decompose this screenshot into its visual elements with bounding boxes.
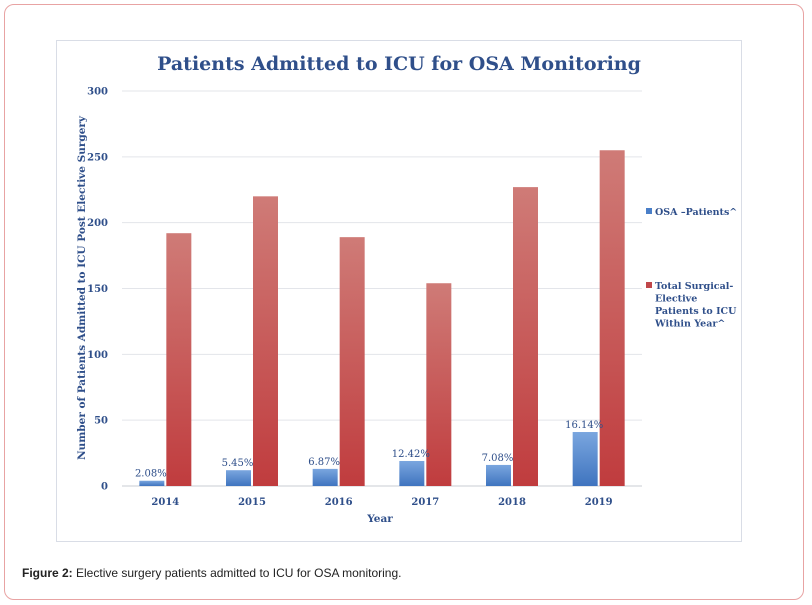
legend-swatch-total — [646, 282, 652, 288]
figure-caption: Figure 2: Elective surgery patients admi… — [22, 566, 402, 580]
bar-total-surgical — [426, 283, 452, 486]
data-label: 7.08% — [482, 453, 514, 464]
chart-title: Patients Admitted to ICU for OSA Monitor… — [157, 53, 641, 75]
y-tick-label: 100 — [87, 350, 108, 361]
x-tick-label: 2018 — [498, 497, 526, 508]
y-tick-label: 50 — [94, 416, 108, 427]
bar-osa-patients — [486, 464, 511, 486]
data-label: 2.08% — [135, 469, 167, 480]
caption-label: Figure 2: — [22, 566, 73, 580]
data-label: 6.87% — [308, 457, 340, 468]
data-label: 5.45% — [222, 458, 254, 469]
bar-total-surgical — [599, 150, 625, 486]
data-label: 12.42% — [392, 449, 430, 460]
bar-total-surgical — [513, 187, 538, 486]
caption-text: Elective surgery patients admitted to IC… — [76, 566, 402, 580]
bar-osa-patients — [399, 460, 425, 486]
bar-chart: Patients Admitted to ICU for OSA Monitor… — [76, 53, 737, 525]
y-tick-label: 300 — [87, 87, 108, 98]
x-tick-label: 2014 — [151, 497, 179, 508]
y-tick-label: 250 — [87, 152, 108, 163]
y-axis-title: Number of Patients Admitted to ICU Post … — [76, 115, 88, 460]
bar-osa-patients — [226, 470, 251, 486]
legend-label-total-line: Total Surgical- — [655, 281, 733, 292]
gridlines — [122, 90, 642, 487]
x-tick-label: 2019 — [585, 497, 613, 508]
bar-total-surgical — [339, 237, 365, 486]
legend-label-osa: OSA –Patients^ — [655, 207, 737, 218]
y-tick-label: 150 — [87, 284, 108, 295]
bar-total-surgical — [253, 196, 278, 487]
x-axis-title: Year — [366, 513, 393, 525]
y-tick-label: 200 — [87, 218, 108, 229]
bar-total-surgical — [166, 233, 192, 486]
bars — [139, 150, 625, 487]
legend-label-total-line: Within Year^ — [654, 319, 725, 330]
data-label: 16.14% — [565, 420, 603, 431]
x-tick-label: 2016 — [325, 497, 353, 508]
legend: OSA –Patients^ Total Surgical- ElectivePat… — [646, 207, 737, 330]
x-tick-label: 2015 — [238, 497, 266, 508]
labels: 0 50 100 150 200 250 300 2014 2.08% 2015 5.45% 2016… — [87, 87, 612, 509]
y-tick-label: 0 — [101, 482, 108, 493]
legend-swatch-osa — [646, 208, 652, 214]
bar-osa-patients — [312, 468, 338, 486]
bar-osa-patients — [572, 432, 598, 486]
legend-label-total-line: Elective — [655, 294, 697, 305]
legend-label-total-line: Patients to ICU — [655, 306, 737, 317]
figure-frame — [4, 4, 804, 600]
bar-osa-patients — [139, 480, 165, 486]
x-tick-label: 2017 — [411, 497, 439, 508]
